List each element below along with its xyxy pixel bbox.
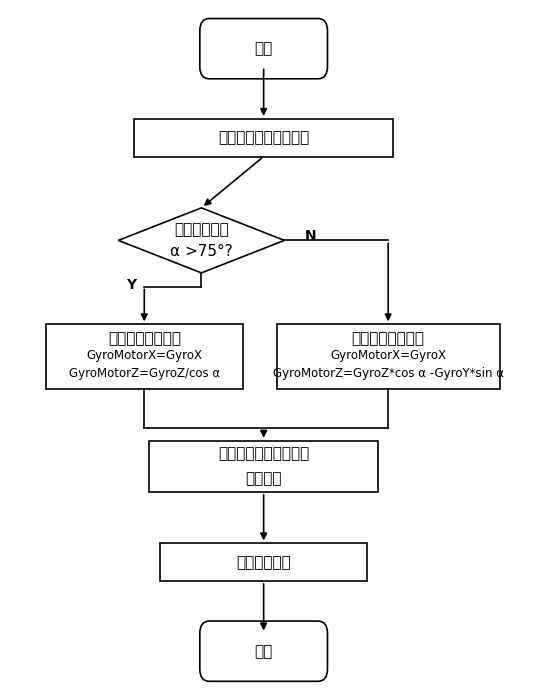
Text: GyroMotorZ=GyroZ/cos α: GyroMotorZ=GyroZ/cos α — [68, 367, 220, 380]
Text: 开始: 开始 — [255, 41, 273, 56]
Text: GyroMotorX=GyroX: GyroMotorX=GyroX — [86, 349, 202, 362]
Bar — [160, 543, 368, 581]
Text: 使用如下方法解耦: 使用如下方法解耦 — [108, 331, 181, 346]
Text: GyroMotorZ=GyroZ*cos α -GyroY*sin α: GyroMotorZ=GyroZ*cos α -GyroY*sin α — [273, 367, 504, 380]
Bar — [45, 324, 243, 389]
Text: 云台控制: 云台控制 — [246, 471, 282, 486]
Text: GyroMotorX=GyroX: GyroMotorX=GyroX — [330, 349, 446, 362]
Polygon shape — [118, 208, 285, 273]
Text: 结束: 结束 — [255, 644, 273, 658]
Text: N: N — [304, 229, 316, 243]
Bar — [277, 324, 500, 389]
Text: Y: Y — [126, 278, 136, 292]
Text: 云台目标跟踪: 云台目标跟踪 — [236, 554, 291, 570]
Text: α >75°?: α >75°? — [170, 244, 233, 258]
FancyBboxPatch shape — [200, 19, 327, 79]
Bar — [149, 441, 378, 492]
Text: 使用如下方法解耦: 使用如下方法解耦 — [351, 331, 425, 346]
Text: 云台俯仰角度: 云台俯仰角度 — [174, 222, 229, 237]
Text: 使用解耦后的数据参与: 使用解耦后的数据参与 — [218, 446, 309, 462]
FancyBboxPatch shape — [200, 621, 327, 681]
Bar — [134, 119, 393, 157]
Text: 获取云台各传感器数据: 获取云台各传感器数据 — [218, 130, 309, 145]
